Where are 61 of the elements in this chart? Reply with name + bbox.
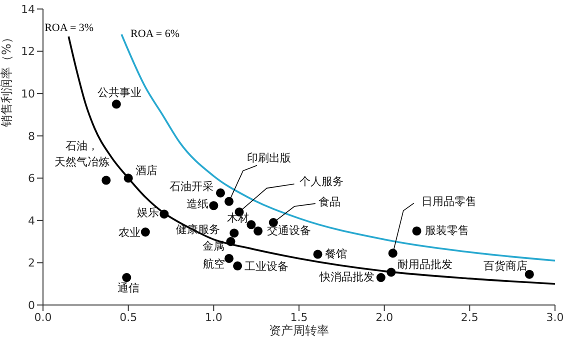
series-label: ROA = 6% <box>130 28 180 40</box>
point <box>386 268 396 277</box>
annotation: 印刷出版 <box>247 151 292 164</box>
y-axis-title: 销售利润率（%） <box>0 32 14 128</box>
annotation: 航空 <box>203 257 226 270</box>
point <box>230 228 239 238</box>
point <box>233 261 242 270</box>
series-label: ROA = 3% <box>44 22 94 34</box>
point <box>160 210 169 219</box>
point <box>254 226 263 236</box>
x-tick-label: 2.0 <box>376 310 394 324</box>
point <box>224 254 234 263</box>
annotation: 快消品批发 <box>318 270 374 284</box>
x-tick-label: 1.5 <box>290 310 308 324</box>
x-tick-label: 0.5 <box>120 310 138 324</box>
y-tick-label: 14 <box>21 2 35 16</box>
annotation: 木材 <box>227 212 250 225</box>
point <box>226 237 236 246</box>
annotation: 服装零售 <box>424 224 469 238</box>
x-tick-label: 1.0 <box>204 310 222 324</box>
point <box>313 250 322 259</box>
y-tick-label: 8 <box>28 130 35 143</box>
point <box>124 174 133 183</box>
y-tick-label: 0 <box>28 298 35 312</box>
point <box>140 228 150 237</box>
annotation: 造纸 <box>186 198 209 211</box>
annotation: 个人服务 <box>299 174 344 188</box>
point <box>209 201 218 210</box>
annotation: 餐馆 <box>324 247 347 260</box>
point <box>112 100 121 109</box>
annotation: 食品 <box>318 196 340 209</box>
point <box>122 273 132 282</box>
annotation: 石油，天然气冶炼 <box>54 139 110 168</box>
annotation: 酒店 <box>135 164 158 178</box>
annotation: 工业设备 <box>244 260 289 273</box>
annotation: 通信 <box>118 282 140 295</box>
y-tick-label: 10 <box>21 87 35 100</box>
annotation: 农业 <box>118 226 140 240</box>
annotation: 百货商店 <box>483 259 528 272</box>
y-tick-label: 4 <box>28 214 35 228</box>
point <box>224 196 234 206</box>
point <box>216 188 226 198</box>
annotation: 娱乐 <box>137 206 160 220</box>
point <box>376 273 386 282</box>
point <box>524 270 534 279</box>
y-tick-label: 12 <box>21 45 35 58</box>
annotation: 耐用品批发 <box>398 258 453 272</box>
x-axis-title: 资产周转率 <box>269 324 329 338</box>
point <box>412 226 422 236</box>
x-tick-label: 0.0 <box>34 310 52 324</box>
annotation: 公共事业 <box>97 86 142 100</box>
point <box>388 248 398 258</box>
y-tick-label: 6 <box>28 172 35 186</box>
point <box>102 176 111 185</box>
annotation: 石油开采 <box>169 180 214 193</box>
annotation: 日用品零售 <box>421 195 476 208</box>
x-tick-label: 3.0 <box>546 310 564 324</box>
y-tick-label: 2 <box>28 256 35 270</box>
annotation: 金属 <box>202 240 225 253</box>
annotation: 交通设备 <box>267 224 312 238</box>
x-tick-label: 2.5 <box>460 310 478 324</box>
